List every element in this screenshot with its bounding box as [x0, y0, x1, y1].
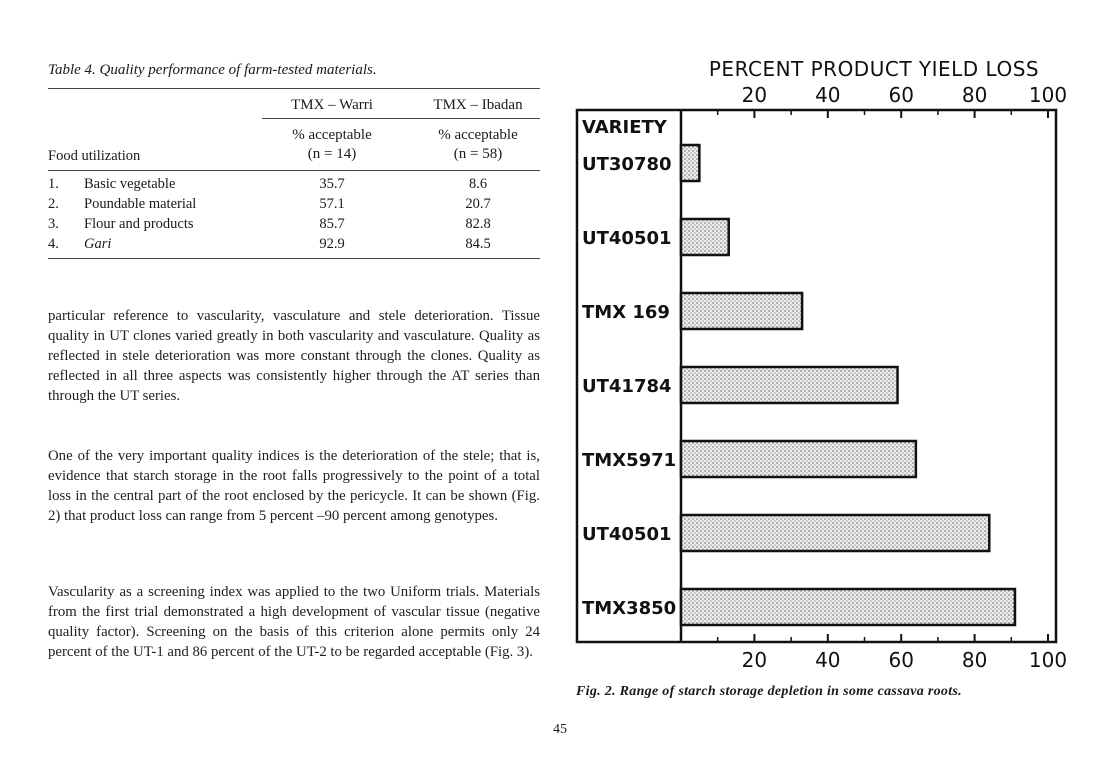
row-label: Flour and products: [84, 216, 194, 232]
value-warri: 92.9: [319, 236, 345, 252]
chart-frame: [575, 108, 1058, 644]
value-ibadan: 82.8: [465, 216, 491, 232]
yield-loss-bar-chart: PERCENT PRODUCT YIELD LOSS 20 40 60 80 100 2…: [575, 57, 1067, 672]
bar: [679, 291, 804, 331]
header-tmx-warri: TMX – Warri: [291, 97, 373, 113]
table-top-rule: [48, 88, 540, 89]
paragraph-tissue-quality: particular reference to vascularity, vas…: [48, 308, 540, 404]
category-label: TMX3850: [582, 598, 676, 619]
value-warri: 57.1: [319, 196, 345, 212]
chart-title: PERCENT PRODUCT YIELD LOSS: [709, 57, 1039, 81]
bar: [679, 143, 701, 183]
table-caption: Table 4. Quality performance of farm-tes…: [48, 62, 377, 78]
bar: [679, 513, 991, 553]
bar: [679, 439, 918, 479]
x-tick-label-bottom: 100: [1029, 648, 1067, 672]
value-warri: 85.7: [319, 216, 345, 232]
bar: [679, 587, 1017, 627]
category-labels: UT30780 UT40501 TMX 169 UT41784 TMX5971 UT405…: [582, 154, 676, 619]
x-tick-label-bottom: 60: [888, 648, 913, 672]
x-tick-label-top: 60: [888, 83, 913, 107]
subheader-ibadan: % acceptable (n = 58): [438, 127, 518, 162]
header-bottom-rule: [48, 170, 540, 171]
bars: [679, 143, 1017, 627]
x-tick-label-top: 20: [742, 83, 767, 107]
paragraph-stele-deterioration: One of the very important quality indice…: [48, 448, 540, 524]
row-label: Poundable material: [84, 196, 197, 212]
page-number: 45: [553, 722, 567, 737]
top-tick-labels: 20 40 60 80 100: [742, 83, 1067, 107]
value-ibadan: 20.7: [465, 196, 491, 212]
figure-caption: Fig. 2. Range of starch storage depletio…: [576, 684, 962, 699]
subheader-warri: % acceptable (n = 14): [292, 127, 372, 162]
category-label: UT30780: [582, 154, 672, 175]
table-bottom-rule: [48, 258, 540, 259]
category-header: VARIETY: [582, 117, 668, 138]
value-warri: 35.7: [319, 176, 345, 192]
x-tick-label-top: 40: [815, 83, 840, 107]
row-number: 2.: [48, 196, 59, 212]
value-ibadan: 8.6: [468, 176, 488, 192]
paragraph-vascularity-screening: Vascularity as a screening index was app…: [48, 584, 540, 660]
x-tick-label-bottom: 80: [962, 648, 987, 672]
axis-tick-marks: [716, 110, 1049, 642]
group-header-rule: [262, 118, 540, 119]
row-label: Basic vegetable: [84, 176, 176, 192]
x-tick-label-top: 80: [962, 83, 987, 107]
row-label: Gari: [84, 236, 112, 252]
x-tick-label-top: 100: [1029, 83, 1067, 107]
row-number: 4.: [48, 236, 59, 252]
category-label: UT40501: [582, 524, 672, 545]
x-tick-label-bottom: 20: [742, 648, 767, 672]
row-header-food-utilization: Food utilization: [48, 148, 141, 164]
bottom-tick-labels: 20 40 60 80 100: [742, 648, 1067, 672]
category-label: TMX5971: [582, 450, 676, 471]
category-label: TMX 169: [582, 302, 670, 323]
x-tick-label-bottom: 40: [815, 648, 840, 672]
category-label: UT40501: [582, 228, 672, 249]
bar: [679, 217, 730, 257]
row-number: 3.: [48, 216, 59, 232]
header-tmx-ibadan: TMX – Ibadan: [433, 97, 523, 113]
category-label: UT41784: [582, 376, 672, 397]
bar: [679, 365, 899, 405]
value-ibadan: 84.5: [465, 236, 491, 252]
row-number: 1.: [48, 176, 59, 192]
